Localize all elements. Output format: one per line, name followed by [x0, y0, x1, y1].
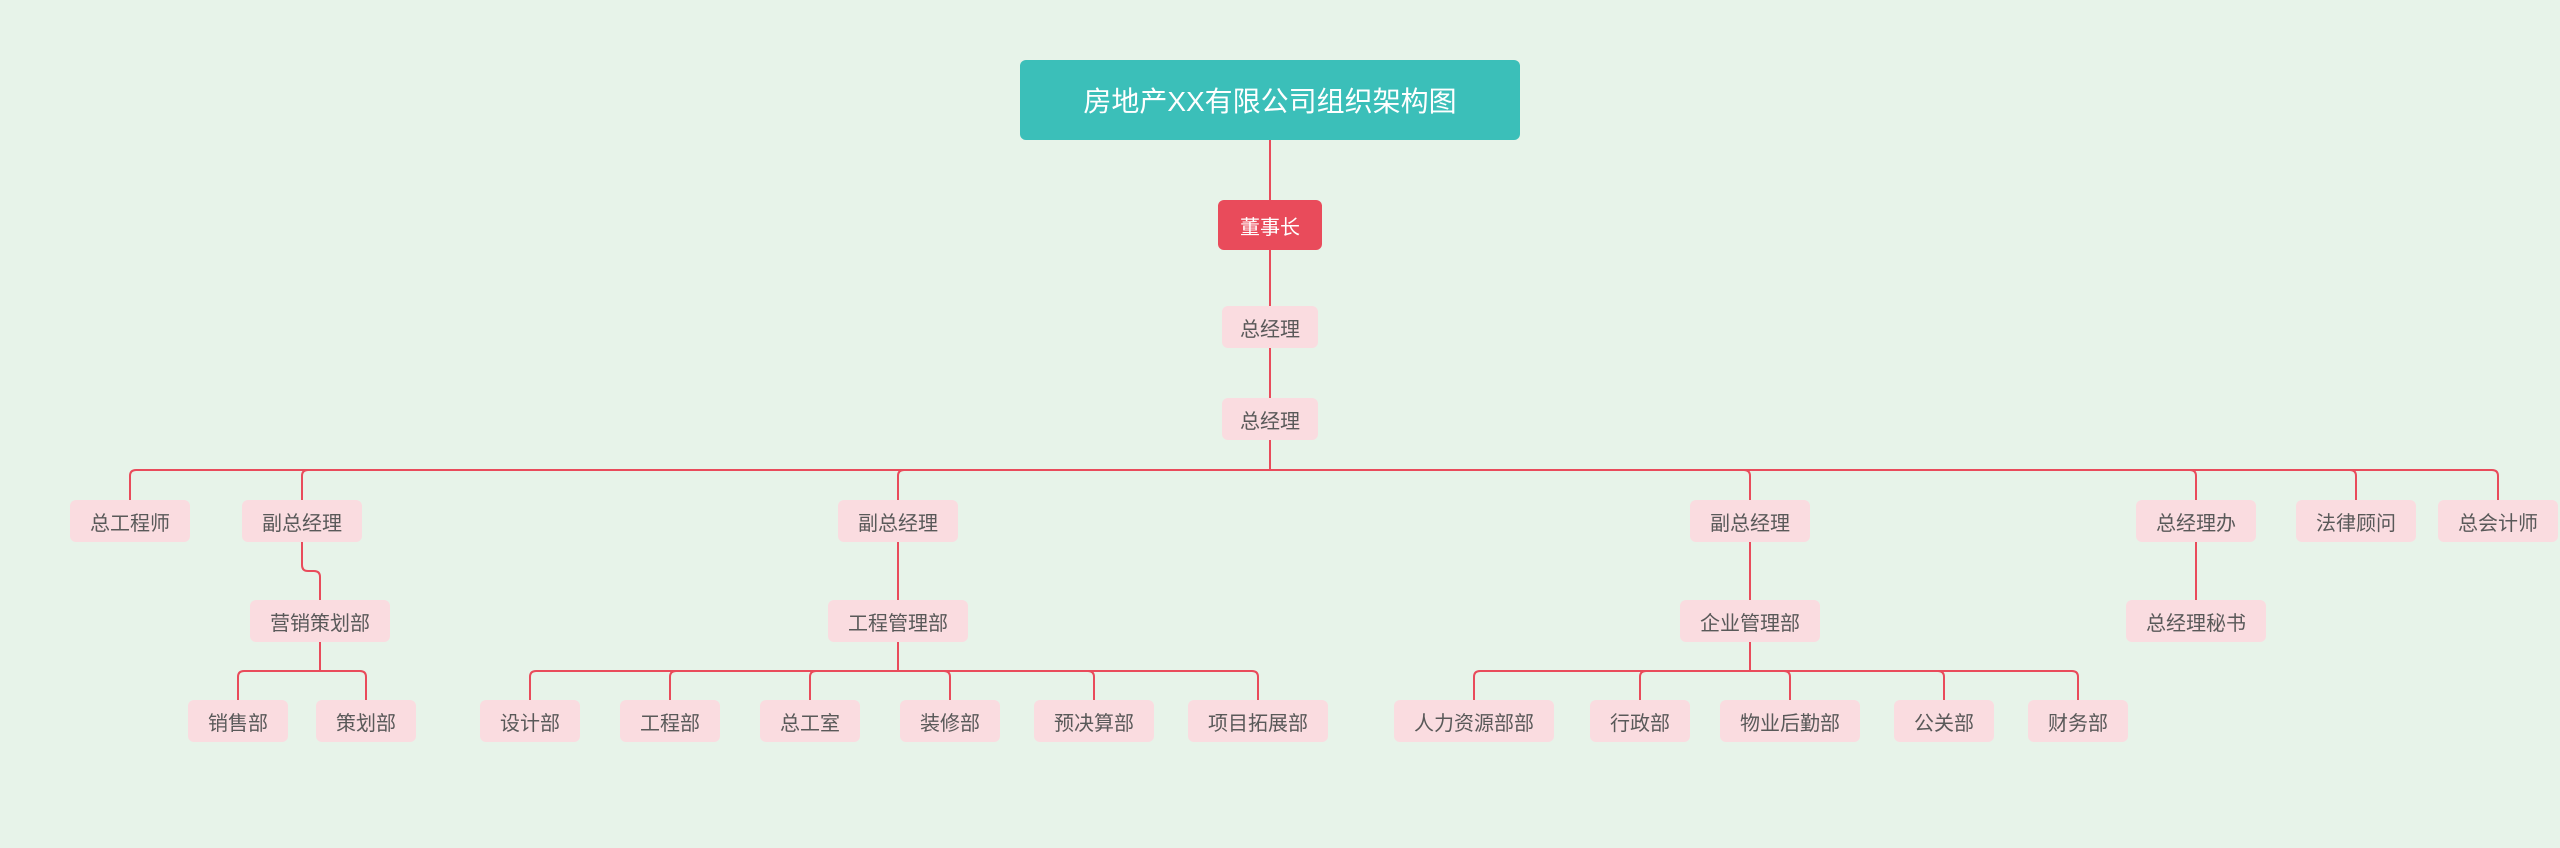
node-r_ce: 总工程师: [70, 500, 190, 542]
node-l_admin: 行政部: [1590, 700, 1690, 742]
edge: [302, 470, 1270, 500]
edge: [898, 671, 950, 700]
edge: [1270, 470, 2196, 500]
node-r_legal: 法律顾问: [2296, 500, 2416, 542]
node-gm2: 总经理: [1222, 398, 1318, 440]
edge: [1750, 671, 2078, 700]
node-l_fin: 财务部: [2028, 700, 2128, 742]
edge: [1750, 671, 1790, 700]
edge: [1270, 470, 1750, 500]
node-l_hr: 人力资源部部: [1394, 700, 1554, 742]
edge: [530, 671, 898, 700]
edge: [670, 671, 898, 700]
node-l_expand: 项目拓展部: [1188, 700, 1328, 742]
node-l_prop: 物业后勤部: [1720, 700, 1860, 742]
edge: [898, 470, 1270, 500]
node-l_sales: 销售部: [188, 700, 288, 742]
node-l_deco: 装修部: [900, 700, 1000, 742]
node-r_dgm3: 副总经理: [1690, 500, 1810, 542]
node-m_eng: 工程管理部: [828, 600, 968, 642]
node-chairman: 董事长: [1218, 200, 1322, 250]
node-m_mkt: 营销策划部: [250, 600, 390, 642]
edge: [1750, 671, 1944, 700]
node-l_office: 总工室: [760, 700, 860, 742]
edge: [130, 470, 1270, 500]
node-r_gmo: 总经理办: [2136, 500, 2256, 542]
node-r_dgm2: 副总经理: [838, 500, 958, 542]
edge: [898, 671, 1258, 700]
edge: [1270, 470, 2356, 500]
edge: [238, 671, 320, 700]
edge: [320, 671, 366, 700]
node-l_plan: 策划部: [316, 700, 416, 742]
edge: [810, 671, 898, 700]
edge: [1270, 470, 2498, 500]
edge: [1640, 671, 1750, 700]
node-l_proj: 工程部: [620, 700, 720, 742]
node-l_pr: 公关部: [1894, 700, 1994, 742]
edge: [898, 671, 1094, 700]
node-l_budget: 预决算部: [1034, 700, 1154, 742]
edge: [302, 542, 320, 600]
edge: [1474, 671, 1750, 700]
node-l_design: 设计部: [480, 700, 580, 742]
node-m_ent: 企业管理部: [1680, 600, 1820, 642]
node-m_sec: 总经理秘书: [2126, 600, 2266, 642]
node-gm1: 总经理: [1222, 306, 1318, 348]
node-title: 房地产XX有限公司组织架构图: [1020, 60, 1520, 140]
org-chart-canvas: 房地产XX有限公司组织架构图董事长总经理总经理总工程师副总经理副总经理副总经理总…: [0, 0, 2560, 848]
node-r_acc: 总会计师: [2438, 500, 2558, 542]
node-r_dgm1: 副总经理: [242, 500, 362, 542]
